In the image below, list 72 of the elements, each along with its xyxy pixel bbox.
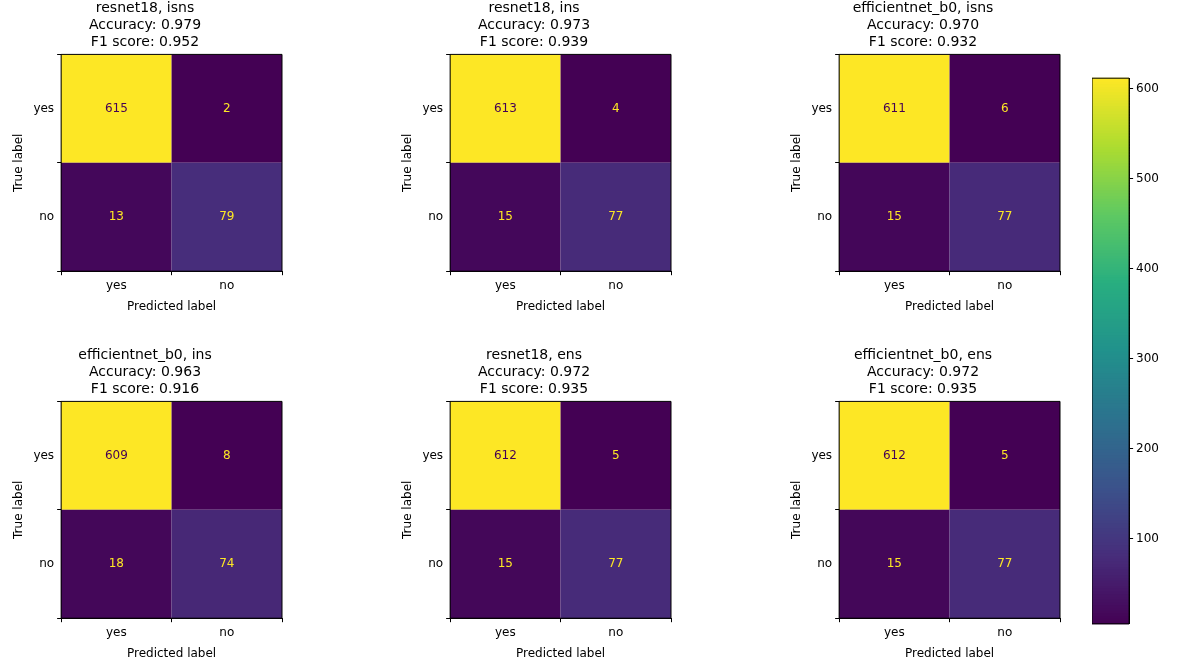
y-tick-label: yes (33, 100, 55, 115)
y-tick-label: yes (811, 447, 833, 462)
x-tick-label: yes (105, 277, 127, 292)
data-label: 613 (493, 100, 517, 115)
x-tick-label: yes (105, 624, 127, 639)
x-axis-title: Predicted label (904, 645, 995, 660)
y-tick-label: yes (33, 447, 55, 462)
data-label: 18 (108, 556, 124, 571)
x-tick-label: yes (883, 277, 905, 292)
color-bar-label: 200 (1136, 440, 1159, 455)
data-label: 15 (886, 209, 902, 224)
chart-title: resnet18, isns Accuracy: 0.979 F1 score: 0.952 (88, 0, 202, 49)
data-label: 77 (997, 209, 1013, 224)
color-bar-label: 400 (1136, 260, 1159, 275)
data-label: 77 (608, 209, 624, 224)
x-tick-label: no (997, 624, 1013, 639)
y-axis-title: True label (789, 133, 804, 193)
x-tick-label: yes (494, 277, 516, 292)
data-label: 13 (108, 209, 124, 224)
data-label: 615 (104, 100, 128, 115)
data-label: 77 (997, 556, 1013, 571)
x-tick-label: no (219, 624, 235, 639)
x-tick-label: no (608, 277, 624, 292)
chart-title: efficientnet_b0, ins Accuracy: 0.963 F1 score: 0.916 (78, 346, 212, 396)
x-tick-label: no (219, 277, 235, 292)
data-label: 4 (611, 100, 620, 115)
x-tick-label: yes (883, 624, 905, 639)
chart-title: efficientnet_b0, ens Accuracy: 0.972 F1 score: 0.935 (853, 346, 993, 396)
color-bar-label: 500 (1136, 171, 1159, 185)
data-label: 15 (497, 556, 513, 571)
y-tick-label: no (428, 209, 444, 224)
data-label: 612 (493, 447, 517, 462)
chart-title: resnet18, ins Accuracy: 0.973 F1 score: 0.939 (477, 0, 591, 49)
color-bar-label: 100 (1136, 530, 1159, 545)
data-label: 6 (1000, 100, 1009, 115)
y-tick-label: yes (422, 447, 444, 462)
y-tick-label: no (39, 209, 55, 224)
y-axis-title: True label (789, 480, 804, 540)
data-label: 15 (886, 556, 902, 571)
data-label: 74 (219, 556, 235, 571)
y-tick-label: no (428, 556, 444, 571)
y-tick-label: yes (422, 100, 444, 115)
chart-title: efficientnet_b0, isns Accuracy: 0.970 F1 score: 0.932 (852, 0, 994, 49)
data-label: 612 (882, 447, 906, 462)
x-axis-title: Predicted label (126, 298, 217, 313)
x-tick-label: no (997, 277, 1013, 292)
y-axis-title: True label (11, 480, 26, 540)
data-label: 609 (104, 447, 128, 462)
color-bar-label: 300 (1136, 350, 1159, 365)
y-tick-label: no (39, 556, 55, 571)
data-label: 8 (222, 447, 231, 462)
x-axis-title: Predicted label (904, 298, 995, 313)
y-tick-label: yes (811, 100, 833, 115)
y-axis-title: True label (400, 133, 415, 193)
x-axis-title: Predicted label (126, 645, 217, 660)
color-bar-label: 600 (1136, 81, 1159, 96)
data-label: 611 (882, 100, 906, 115)
data-label: 77 (608, 556, 624, 571)
data-label: 5 (611, 447, 620, 462)
x-tick-label: yes (494, 624, 516, 639)
data-label: 15 (497, 209, 513, 224)
y-tick-label: no (817, 556, 833, 571)
y-tick-label: no (817, 209, 833, 224)
x-tick-label: no (608, 624, 624, 639)
data-label: 79 (219, 209, 235, 224)
data-label: 5 (1000, 447, 1009, 462)
data-label: 2 (222, 100, 231, 115)
y-axis-title: True label (400, 480, 415, 540)
x-axis-title: Predicted label (515, 645, 606, 660)
chart-title: resnet18, ens Accuracy: 0.972 F1 score: 0.935 (477, 346, 591, 396)
y-axis-title: True label (11, 133, 26, 193)
x-axis-title: Predicted label (515, 298, 606, 313)
